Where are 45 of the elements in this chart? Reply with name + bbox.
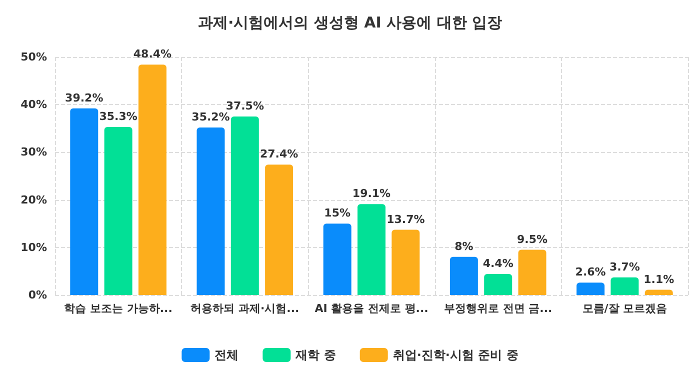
bar: [392, 230, 420, 295]
y-tick-label: 30%: [20, 146, 47, 159]
chart-title: 과제·시험에서의 생성형 AI 사용에 대한 입장: [198, 14, 502, 32]
bar: [104, 126, 132, 295]
bar: [518, 250, 546, 295]
y-tick-label: 10%: [20, 240, 47, 254]
bar: [265, 164, 294, 295]
legend-label: 전체: [214, 348, 239, 362]
data-label: 15%: [324, 206, 351, 220]
y-tick-label: 0%: [28, 288, 47, 302]
x-tick-label: 모름/잘 모르겠음: [582, 302, 668, 315]
x-tick-label: 부정행위로 전면 금...: [444, 302, 552, 315]
bar: [138, 64, 166, 295]
data-label: 19.1%: [352, 187, 391, 200]
data-label: 37.5%: [226, 100, 264, 112]
y-tick-label: 40%: [20, 98, 47, 112]
data-label: 3.7%: [609, 260, 640, 274]
bar: [644, 290, 673, 295]
bar: [358, 204, 386, 295]
data-label: 1.1%: [644, 272, 674, 286]
x-tick-label: 허용하되 과제·시험...: [190, 302, 300, 315]
bar: [484, 274, 512, 295]
data-label: 9.5%: [517, 232, 548, 246]
data-label: 2.6%: [575, 266, 606, 279]
bar: [70, 108, 98, 295]
y-tick-label: 50%: [20, 50, 47, 64]
legend-label: 재학 중: [294, 348, 336, 362]
data-label: 39.2%: [65, 91, 104, 104]
x-tick-label: 학습 보조는 가능하...: [64, 302, 172, 315]
data-label: 13.7%: [386, 212, 425, 226]
data-label: 35.3%: [99, 110, 138, 123]
data-label: 27.4%: [260, 148, 298, 161]
bar: [610, 277, 639, 295]
data-label: 35.2%: [192, 110, 230, 124]
data-label: 48.4%: [133, 48, 172, 61]
bar: [196, 127, 225, 295]
legend-label: 취업·진학·시험 준비 중: [392, 348, 518, 362]
bar: [576, 282, 605, 295]
bar: [230, 116, 259, 295]
y-tick-label: 20%: [20, 193, 47, 206]
bar: [323, 224, 352, 295]
data-label: 8%: [454, 240, 474, 253]
data-label: 4.4%: [482, 257, 514, 270]
bar: [450, 256, 478, 295]
x-tick-label: AI 활용을 전제로 평...: [314, 302, 428, 315]
